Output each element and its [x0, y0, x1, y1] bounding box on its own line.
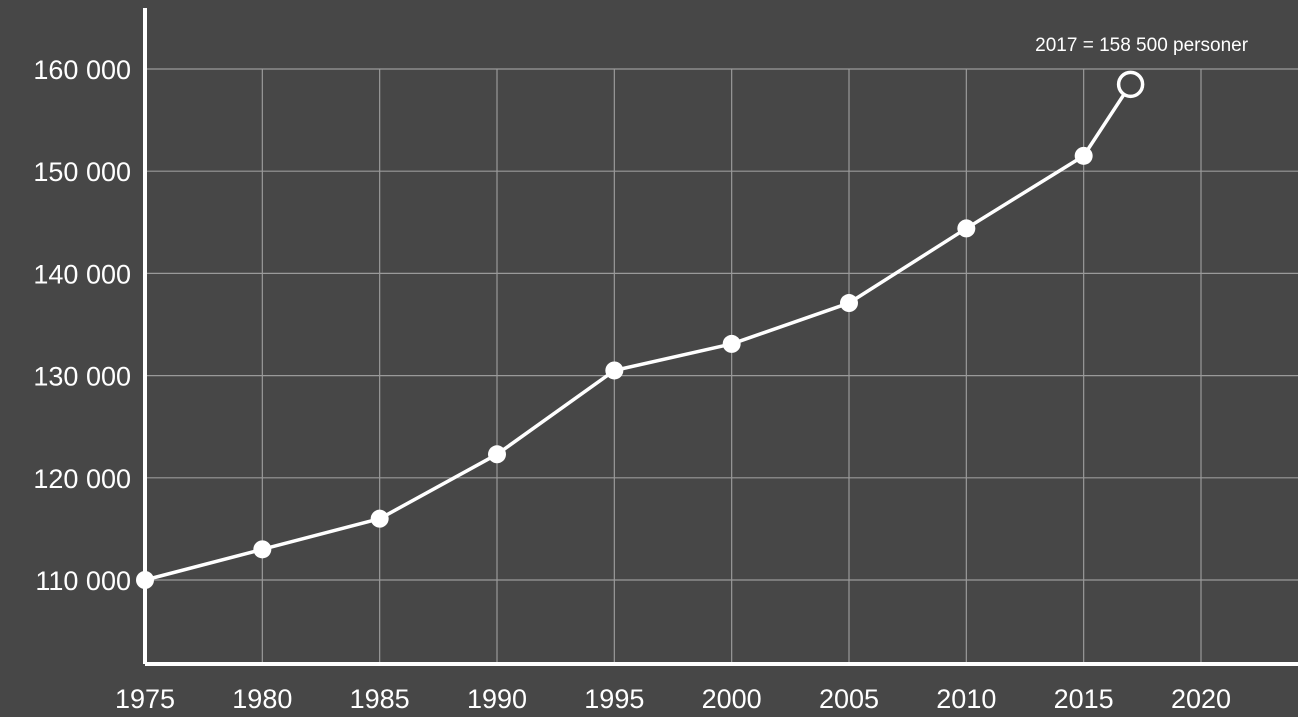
- data-point: [253, 540, 272, 559]
- x-tick-label: 2000: [702, 684, 762, 714]
- data-point: [605, 361, 624, 380]
- data-point: [136, 571, 154, 589]
- y-tick-label: 130 000: [33, 362, 131, 392]
- data-point: [1074, 146, 1093, 165]
- y-tick-label: 110 000: [35, 566, 131, 596]
- data-point: [488, 445, 506, 464]
- x-tick-label: 1995: [584, 684, 644, 714]
- x-tick-label: 2015: [1054, 684, 1114, 714]
- data-point: [370, 509, 389, 528]
- x-tick-label: 1975: [115, 684, 175, 714]
- open-data-point: [1116, 70, 1145, 99]
- population-line: [143, 82, 1133, 582]
- y-tick-label: 150 000: [33, 157, 131, 187]
- data-point: [957, 219, 976, 238]
- tick-labels: 1975 1980 1985 1990 1995 2000 2005 2010 2015 2020…: [33, 55, 1231, 714]
- y-tick-label: 140 000: [33, 259, 131, 289]
- x-tick-label: 1985: [350, 684, 410, 714]
- annotation-label: 2017 = 158 500 personer: [1035, 35, 1249, 56]
- y-tick-label: 160 000: [33, 55, 131, 85]
- y-tick-label: 120 000: [33, 464, 131, 494]
- data-point: [722, 334, 741, 353]
- x-tick-label: 1980: [232, 684, 292, 714]
- population-series: [136, 70, 1145, 589]
- x-tick-label: 2005: [819, 684, 879, 714]
- gridlines: [145, 68, 1298, 664]
- data-point: [840, 294, 858, 313]
- x-tick-label: 1990: [467, 684, 527, 714]
- x-tick-label: 2020: [1171, 684, 1231, 714]
- x-tick-label: 2010: [936, 684, 996, 714]
- axes: [143, 8, 1298, 666]
